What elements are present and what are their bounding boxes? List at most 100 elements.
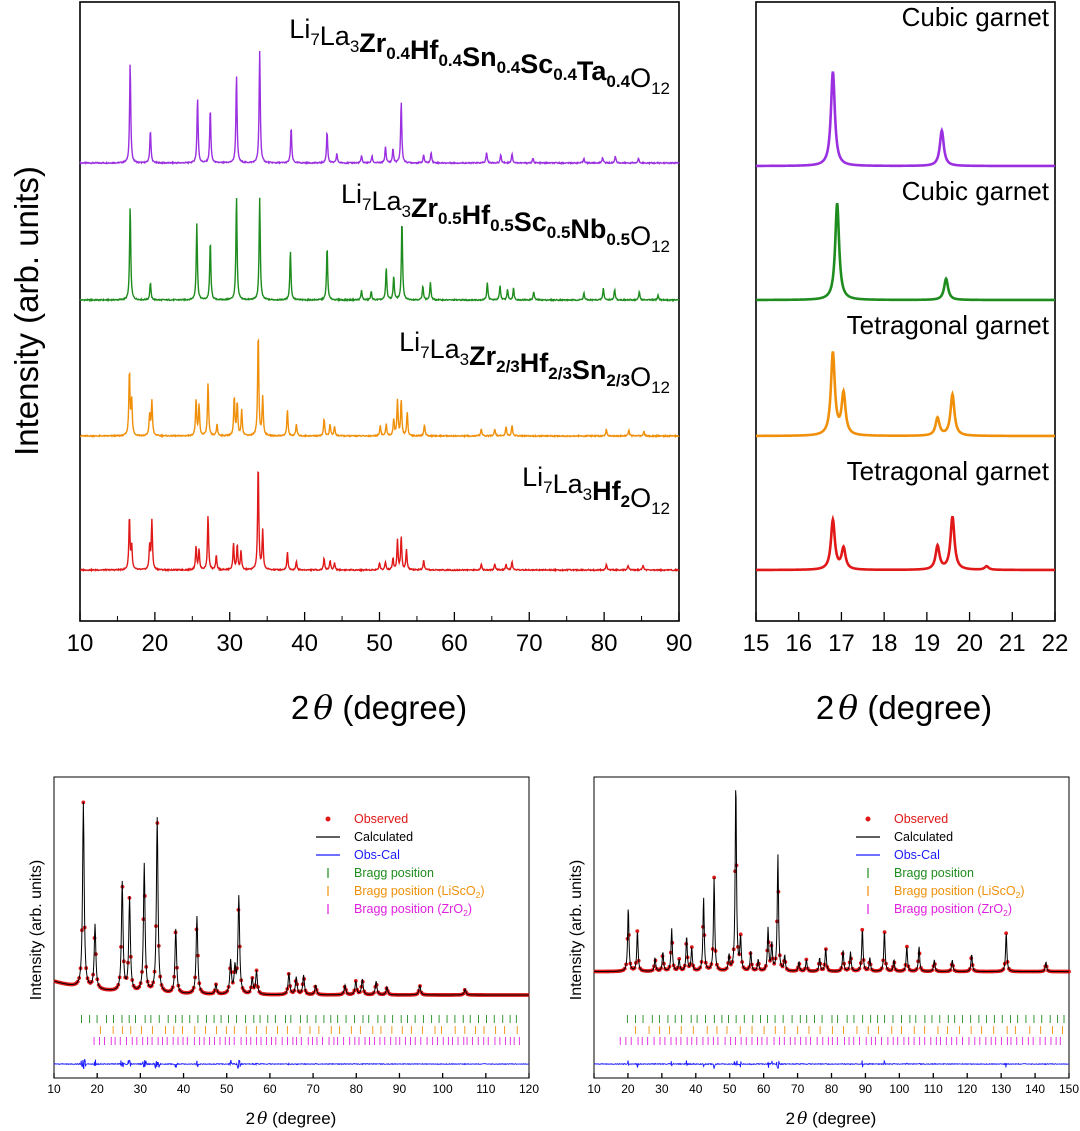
panel-a-xtick-label: 70 bbox=[516, 630, 543, 657]
panel-d-legend-label: Bragg position (LiScO2) bbox=[894, 884, 1025, 900]
panel-b-xtick-label: 19 bbox=[914, 630, 941, 657]
panel-c-legend-marker bbox=[325, 816, 331, 822]
panel-d-xtick-label: 80 bbox=[825, 1082, 839, 1096]
panel-a-series-label: Li7La3Hf2O12 bbox=[522, 462, 670, 518]
panel-d-frame bbox=[593, 776, 1070, 1079]
panel-c-xtick-label: 80 bbox=[350, 1082, 364, 1096]
panel-d-xtick-label: 90 bbox=[859, 1082, 873, 1096]
panel-c-xtick-label: 90 bbox=[393, 1082, 407, 1096]
panel-b-xtick-label: 17 bbox=[828, 630, 855, 657]
panel-a-xtick-label: 50 bbox=[366, 630, 393, 657]
panel-d-observed-point bbox=[1004, 931, 1009, 936]
panel-a-ylabel: Intensity (arb. units) bbox=[8, 166, 45, 456]
panel-c-ylabel: Intensity (arb. units) bbox=[28, 860, 45, 1001]
panel-b-phase-label: Tetragonal garnet bbox=[847, 310, 1050, 340]
panel-c-xtick-label: 40 bbox=[177, 1082, 191, 1096]
panel-b-xlabel-theta: θ bbox=[838, 688, 858, 727]
panel-d-legend-label: Observed bbox=[894, 812, 948, 826]
panel-c-xlabel-theta: θ bbox=[257, 1109, 267, 1129]
panel-d-xlabel-theta: θ bbox=[797, 1109, 807, 1129]
panel-a-xtick-label: 10 bbox=[67, 630, 94, 657]
panel-d-ylabel: Intensity (arb. units) bbox=[568, 860, 585, 1001]
panel-c-legend-label: Obs-Cal bbox=[354, 848, 400, 862]
panel-d-legend-label: Obs-Cal bbox=[894, 848, 940, 862]
panel-c-legend-label: Bragg position (LiScO2) bbox=[354, 884, 485, 900]
panel-a-frame bbox=[79, 1, 680, 622]
panel-a-xlabel-prefix: 2 bbox=[291, 689, 309, 726]
panel-d-observed-point bbox=[712, 875, 717, 880]
panel-a-xtick-label: 80 bbox=[591, 630, 618, 657]
panel-a-xtick-label: 30 bbox=[216, 630, 243, 657]
panel-c-xlabel-suffix: (degree) bbox=[267, 1109, 336, 1128]
panel-d-legend-marker bbox=[865, 816, 871, 822]
panel-d-observed-point bbox=[677, 956, 682, 961]
panel-c-xtick-label: 100 bbox=[433, 1082, 453, 1096]
panel-d-xtick-label: 30 bbox=[655, 1082, 669, 1096]
panel-b-phase-label: Cubic garnet bbox=[902, 2, 1050, 32]
panel-c-legend-label: Bragg position bbox=[354, 866, 434, 880]
panel-d-legend-label: Calculated bbox=[894, 830, 953, 844]
panel-b-series-line bbox=[756, 351, 1055, 438]
panel-c-xtick-label: 60 bbox=[263, 1082, 277, 1096]
panel-b-xlabel-suffix: (degree) bbox=[858, 689, 992, 726]
panel-c-xtick-label: 20 bbox=[91, 1082, 105, 1096]
panel-d-xtick-label: 150 bbox=[1059, 1082, 1079, 1096]
panel-d-observed-point bbox=[635, 929, 640, 934]
panel-d-xtick-label: 70 bbox=[791, 1082, 805, 1096]
panel-a-series-line bbox=[79, 50, 680, 166]
panel-d-legend-label: Bragg position (ZrO2) bbox=[894, 902, 1012, 918]
panel-d-xtick-label: 110 bbox=[924, 1082, 943, 1096]
panel-c-xtick-label: 120 bbox=[519, 1082, 539, 1096]
panel-b-series-line bbox=[756, 514, 1055, 572]
panel-a-series-label: Li7La3Zr0.4Hf0.4Sn0.4Sc0.4Ta0.4O12 bbox=[289, 14, 670, 98]
panel-d-observed-point bbox=[860, 927, 865, 932]
panel-d-xlabel-prefix: 2 bbox=[786, 1109, 795, 1128]
panel-d-observed-point bbox=[905, 944, 909, 949]
panel-c-legend-label: Bragg position (ZrO2) bbox=[354, 902, 472, 918]
panel-d-observed-point bbox=[689, 945, 694, 950]
panel-c-legend-label: Observed bbox=[354, 812, 408, 826]
panel-c-xtick-label: 30 bbox=[134, 1082, 148, 1096]
panel-d-xtick-label: 40 bbox=[689, 1082, 703, 1096]
panel-d-observed-point bbox=[882, 930, 887, 935]
panel-c-xtick-label: 10 bbox=[47, 1082, 61, 1096]
panel-b-phase-label: Cubic garnet bbox=[902, 176, 1050, 206]
panel-a-xtick-label: 40 bbox=[291, 630, 318, 657]
panel-c-xtick-label: 70 bbox=[306, 1082, 320, 1096]
panel-a-xlabel-theta: θ bbox=[313, 688, 333, 727]
panel-a-xtick-label: 20 bbox=[142, 630, 169, 657]
panel-d-xtick-label: 60 bbox=[757, 1082, 771, 1096]
panel-c-xlabel-prefix: 2 bbox=[246, 1109, 255, 1128]
panel-b-xtick-label: 21 bbox=[999, 630, 1026, 657]
panel-d-xtick-label: 130 bbox=[991, 1082, 1011, 1096]
panel-c-obs-cal-line bbox=[53, 1058, 530, 1070]
panel-d-xtick-label: 50 bbox=[723, 1082, 737, 1096]
panel-b-xtick-label: 18 bbox=[871, 630, 898, 657]
panel-a-series-line bbox=[79, 197, 680, 303]
panel-b-xtick-label: 22 bbox=[1042, 630, 1069, 657]
panel-b-xtick-label: 20 bbox=[956, 630, 983, 657]
panel-d-xtick-label: 140 bbox=[1025, 1082, 1045, 1096]
panel-b-series-line bbox=[755, 203, 1055, 302]
panel-c-xtick-label: 110 bbox=[476, 1082, 495, 1096]
panel-a-series-label: Li7La3Zr2/3Hf2/3Sn2/3O12 bbox=[399, 327, 670, 397]
panel-a-series-line bbox=[79, 471, 680, 573]
panel-c-xtick-label: 50 bbox=[220, 1082, 234, 1096]
panel-b-phase-label: Tetragonal garnet bbox=[847, 456, 1050, 486]
panel-d-legend-label: Bragg position bbox=[894, 866, 974, 880]
panel-a-xtick-label: 60 bbox=[441, 630, 468, 657]
chart-marks: 10 20 30 40 50 60 70 80 90 Li7La3Zr0.4Hf0.4Sn0.4S… bbox=[47, 2, 1079, 1096]
panel-b-xtick-label: 15 bbox=[743, 630, 770, 657]
panel-a-xtick-label: 90 bbox=[666, 630, 693, 657]
panel-a-series-label: Li7La3Zr0.5Hf0.5Sc0.5Nb0.5O12 bbox=[341, 179, 670, 256]
panel-b-xlabel-prefix: 2 bbox=[816, 689, 834, 726]
panel-a-series-line bbox=[79, 338, 680, 439]
panel-d-xlabel-suffix: (degree) bbox=[807, 1109, 876, 1128]
panel-a-xlabel-suffix: (degree) bbox=[333, 689, 467, 726]
panel-c-calculated-line bbox=[53, 802, 529, 996]
